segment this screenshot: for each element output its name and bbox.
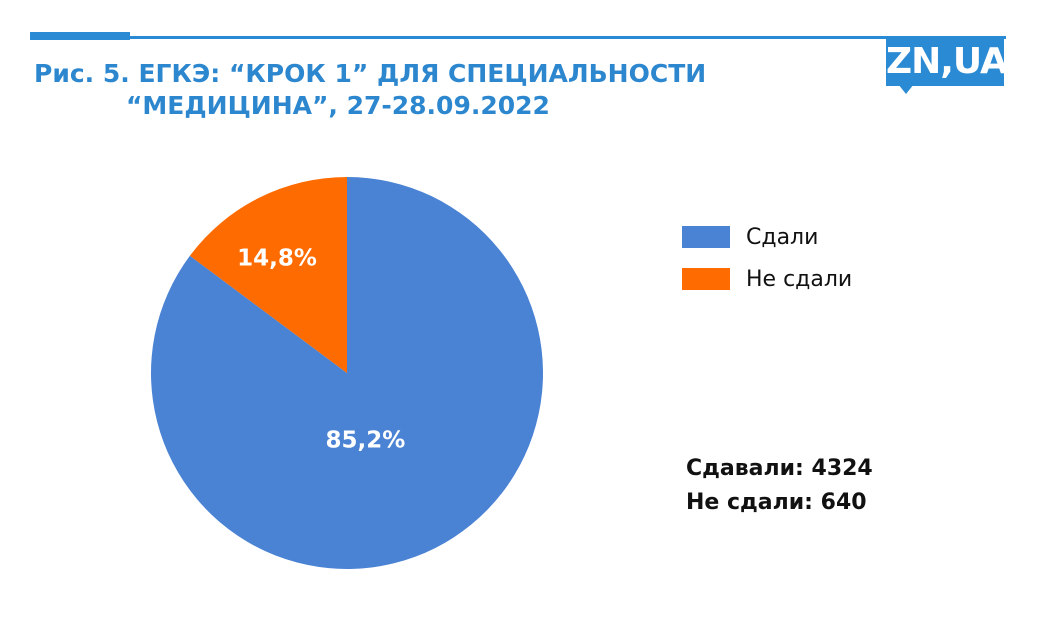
pie-labels: 85,2% 14,8% — [237, 245, 405, 453]
logo-tail-icon — [898, 84, 914, 94]
top-rule-accent — [30, 32, 130, 40]
stats-took: Сдавали: 4324 — [686, 456, 873, 481]
legend-swatch-passed — [682, 226, 730, 248]
legend-item-failed: Не сдали — [682, 258, 852, 300]
pie-label-passed: 85,2% — [325, 428, 405, 454]
pie-slice-failed — [189, 177, 347, 373]
legend-swatch-failed — [682, 268, 730, 290]
title-line-1: Рис. 5. ЕГКЭ: “КРОК 1” ДЛЯ СПЕЦИАЛЬНОСТИ — [34, 59, 707, 88]
legend: Сдали Не сдали — [682, 216, 852, 300]
legend-item-passed: Сдали — [682, 216, 852, 258]
pie-slices — [150, 177, 543, 569]
zn-ua-logo[interactable]: ZN,UA — [886, 38, 1008, 86]
chart-title: Рис. 5. ЕГКЭ: “КРОК 1” ДЛЯ СПЕЦИАЛЬНОСТИ… — [34, 58, 834, 122]
stats-block: Сдавали: 4324 Не сдали: 640 — [686, 452, 873, 520]
legend-label-passed: Сдали — [746, 224, 819, 250]
legend-label-failed: Не сдали — [746, 266, 853, 292]
title-line-2: “МЕДИЦИНА”, 27-28.09.2022 — [126, 91, 550, 120]
pie-label-failed: 14,8% — [237, 245, 317, 271]
top-rule — [30, 36, 1006, 39]
stats-failed: Не сдали: 640 — [686, 490, 867, 515]
